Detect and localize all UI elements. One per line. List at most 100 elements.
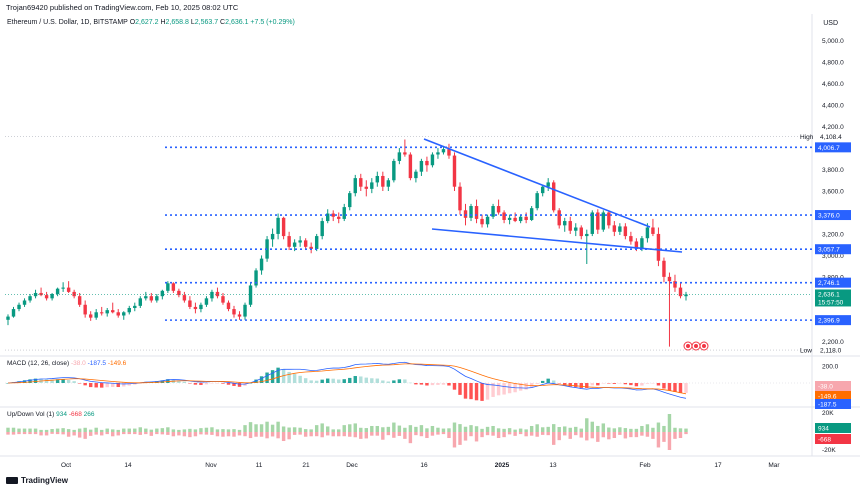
time-axis-label: 14 [124, 462, 132, 469]
macd-histogram-bar [276, 367, 280, 383]
macd-histogram-bar [331, 378, 335, 383]
down-volume-bar [83, 432, 87, 439]
symbol-title: Ethereum / U.S. Dollar, 1D, BITSTAMP [7, 19, 128, 26]
down-volume-bar [111, 432, 115, 437]
down-volume-bar [155, 432, 159, 435]
macd-histogram-bar [491, 383, 495, 397]
macd-histogram-bar [629, 383, 633, 386]
down-volume-bar [607, 432, 611, 440]
down-volume-bar [447, 432, 451, 439]
up-volume-bar [397, 425, 402, 432]
down-volume-bar [458, 432, 462, 445]
down-volume-bar [469, 432, 473, 437]
up-volume-bar [546, 426, 550, 432]
level-price-value: 3,057.7 [818, 247, 840, 254]
candle-body [314, 236, 319, 249]
down-volume-bar [656, 432, 661, 448]
up-volume-bar [111, 429, 115, 432]
volume-down-tag [815, 434, 851, 444]
candle-body [303, 240, 308, 247]
macd-tag-value: -187.5 [818, 402, 837, 409]
candle-body [259, 258, 264, 271]
down-volume-bar [540, 432, 545, 435]
down-volume-bar [22, 432, 27, 435]
candle-body [210, 291, 214, 299]
macd-histogram-bar [359, 376, 363, 383]
up-volume-bar [99, 429, 104, 432]
macd-histogram-bar [204, 383, 209, 385]
candle-body [55, 288, 60, 295]
macd-histogram-bar [28, 379, 32, 383]
candle-body [221, 296, 225, 303]
up-volume-bar [337, 429, 341, 432]
volume-legend[interactable]: Up/Down Vol (1) 934 -668 266 [7, 411, 95, 418]
up-volume-bar [502, 428, 506, 432]
candle-body [408, 154, 413, 179]
candle-body [557, 210, 561, 226]
down-volume-bar [452, 432, 457, 448]
up-volume-bar [590, 421, 595, 432]
up-volume-bar [105, 428, 109, 432]
currency-label[interactable]: USD [823, 20, 838, 27]
up-volume-bar [524, 429, 528, 432]
down-volume-bar [480, 432, 484, 438]
down-volume-bar [259, 432, 264, 437]
tradingview-logo-icon [6, 477, 18, 484]
macd-legend[interactable]: MACD (12, 26, close) -38.0 -187.5 -149.6 [7, 360, 126, 367]
down-volume-bar [612, 432, 617, 439]
candle-body [83, 304, 87, 315]
volume-axis-label: -20K [822, 447, 836, 454]
candle-body [662, 260, 666, 277]
candle-body [579, 227, 583, 237]
down-volume-bar [298, 432, 302, 435]
candle-body [474, 206, 479, 219]
up-volume-bar [270, 424, 275, 432]
up-volume-bar [28, 428, 32, 432]
candle-body [425, 160, 429, 166]
candle-body [651, 227, 655, 234]
macd-histogram-bar [568, 383, 572, 387]
macd-histogram-bar [66, 379, 71, 383]
level-price-value: 3,376.0 [818, 213, 840, 220]
candle-body [430, 154, 435, 166]
up-volume-bar [66, 429, 71, 432]
symbol-legend[interactable]: Ethereum / U.S. Dollar, 1D, BITSTAMP O2,… [7, 19, 295, 26]
down-volume-bar [17, 432, 21, 435]
candle-body [656, 233, 661, 261]
down-volume-bar [551, 432, 556, 445]
down-volume-bar [33, 432, 38, 435]
up-volume-bar [540, 427, 545, 432]
candle-body [496, 206, 501, 213]
open-value: 2,627.2 [135, 19, 159, 26]
macd-histogram-bar [574, 383, 578, 387]
up-volume-bar [232, 429, 236, 432]
level-price-tag [815, 210, 851, 221]
wedge-upper-trendline [423, 138, 651, 228]
up-volume-bar [640, 425, 644, 432]
down-volume-bar [375, 432, 380, 436]
candle-body [204, 298, 209, 305]
down-volume-bar [491, 432, 495, 436]
volume-value-up: 934 [56, 411, 67, 418]
tradingview-brand[interactable]: TradingView [6, 476, 68, 485]
down-volume-bar [596, 432, 600, 442]
down-volume-bar [529, 432, 534, 436]
volume-title: Up/Down Vol (1) [7, 411, 55, 418]
close-label: C [220, 19, 226, 26]
down-volume-bar [55, 432, 60, 435]
down-volume-bar [563, 432, 567, 436]
candle-body [524, 216, 528, 220]
macd-histogram-bar [419, 383, 424, 385]
down-volume-bar [370, 432, 374, 436]
down-volume-bar [309, 432, 313, 437]
candle-body [596, 212, 600, 230]
current-price-tag [815, 289, 851, 307]
up-volume-bar [612, 428, 617, 432]
time-axis-label: 13 [549, 462, 557, 469]
up-volume-bar [193, 429, 198, 432]
down-volume-bar [474, 432, 479, 442]
candle-body [359, 178, 363, 187]
macd-tag-value: -38.0 [818, 384, 833, 391]
down-volume-bar [414, 432, 418, 436]
